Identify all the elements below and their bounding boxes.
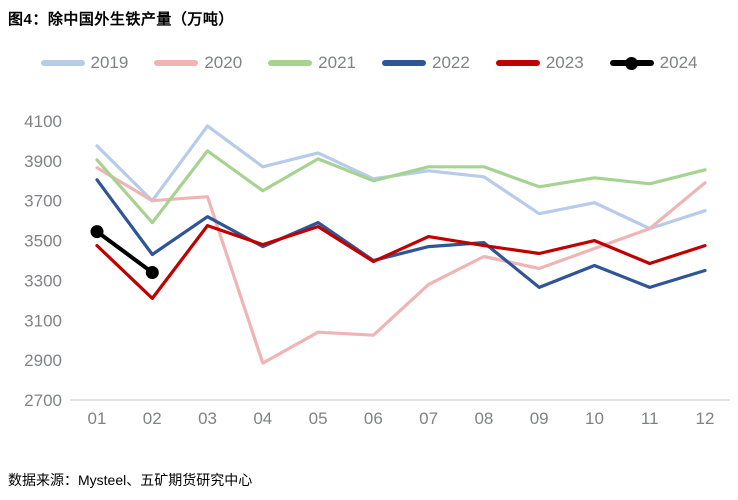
y-axis-tick-labels: 2700 2900 3100 3300 3500 3700 3900 4100 bbox=[24, 112, 62, 410]
legend-item-2024: 2024 bbox=[609, 53, 698, 73]
y-axis-tick-label: 3900 bbox=[24, 152, 62, 171]
x-axis-tick-label: 11 bbox=[641, 409, 659, 428]
x-axis-tick-label: 06 bbox=[364, 409, 383, 428]
chart-legend: 2019 2020 2021 2022 2023 2024 bbox=[0, 46, 738, 80]
chart-plot-area: 2700 2900 3100 3300 3500 3700 3900 4100 01 02 03 0… bbox=[0, 86, 738, 436]
series-line-2021 bbox=[95, 149, 707, 225]
legend-label-2022: 2022 bbox=[432, 53, 470, 72]
legend-swatch-2023 bbox=[495, 60, 540, 66]
legend-swatch-2024 bbox=[609, 56, 654, 70]
x-axis-tick-label: 05 bbox=[309, 409, 328, 428]
x-axis-tick-label: 08 bbox=[474, 409, 493, 428]
series-line-2022 bbox=[95, 178, 707, 289]
x-axis-tick-label: 03 bbox=[198, 409, 217, 428]
legend-label-2020: 2020 bbox=[204, 53, 243, 72]
y-axis-tick-label: 3500 bbox=[24, 232, 62, 251]
data-point-marker-2024 bbox=[145, 266, 159, 279]
legend-label-2021: 2021 bbox=[318, 53, 356, 72]
legend-label-2024: 2024 bbox=[659, 53, 698, 72]
legend-label-2023: 2023 bbox=[545, 53, 584, 72]
x-axis-tick-label: 07 bbox=[419, 409, 438, 428]
x-axis-tick-label: 04 bbox=[253, 409, 272, 428]
x-axis-tick-labels: 01 02 03 04 05 06 07 08 09 10 11 12 bbox=[88, 409, 715, 428]
legend-item-2019: 2019 bbox=[40, 53, 129, 73]
x-axis-tick-label: 10 bbox=[585, 409, 604, 428]
legend-item-2022: 2022 bbox=[382, 53, 470, 73]
legend-item-2020: 2020 bbox=[154, 53, 242, 73]
y-axis-tick-label: 3300 bbox=[24, 271, 62, 290]
y-axis-tick-label: 2700 bbox=[24, 391, 62, 410]
legend-label-2019: 2019 bbox=[90, 53, 129, 72]
series-line-2020 bbox=[95, 166, 707, 365]
data-point-marker-2024 bbox=[90, 225, 104, 239]
legend-swatch-2020 bbox=[154, 60, 199, 66]
legend-swatch-2022 bbox=[382, 60, 426, 66]
source-note: 数据来源：Mysteel、五矿期货研究中心 bbox=[8, 472, 253, 488]
legend-swatch-2021 bbox=[268, 60, 313, 66]
y-axis-tick-label: 3700 bbox=[24, 192, 62, 211]
y-axis-tick-label: 3100 bbox=[24, 311, 62, 330]
x-axis-tick-label: 12 bbox=[696, 409, 715, 428]
legend-swatch-2019 bbox=[40, 60, 85, 66]
x-axis-tick-label: 02 bbox=[143, 409, 162, 428]
legend-item-2023: 2023 bbox=[495, 53, 584, 73]
data-series-group bbox=[90, 124, 707, 365]
y-axis-tick-label: 2900 bbox=[24, 351, 62, 370]
x-axis-tick-label: 01 bbox=[88, 409, 107, 428]
series-line-2023 bbox=[95, 224, 707, 300]
y-axis-tick-label: 4100 bbox=[24, 112, 62, 131]
page-title: 图4：除中国外生铁产量（万吨） bbox=[8, 11, 234, 28]
x-axis-tick-label: 09 bbox=[530, 409, 549, 428]
series-line-2024 bbox=[95, 229, 155, 275]
legend-item-2021: 2021 bbox=[268, 53, 356, 73]
